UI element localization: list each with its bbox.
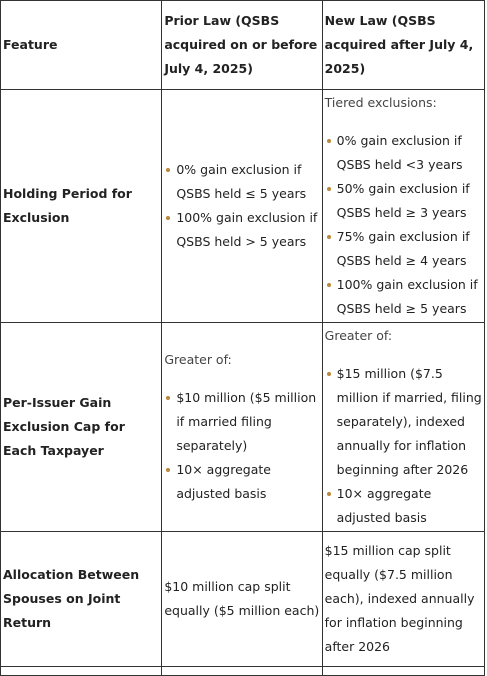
empty-cell: [0, 666, 163, 676]
list-item: $15 million ($7.5 million if married, fi…: [325, 362, 484, 482]
feature-label: Allocation Between Spouses on Joint Retu…: [3, 567, 140, 630]
empty-cell: [321, 666, 486, 676]
header-new-law-label: New Law (QSBS acquired after July 4, 202…: [324, 13, 474, 76]
list-item: 10× aggregate adjusted basis: [325, 482, 484, 530]
bullet-list: $10 million ($5 million if married filin…: [164, 386, 321, 506]
prior-law-cell: Greater of: $10 million ($5 million if m…: [161, 322, 323, 532]
cell-intro: Greater of:: [164, 352, 232, 367]
list-item: 0% gain exclusion if QSBS held <3 years: [325, 129, 484, 177]
table-row: Holding Period for Exclusion 0% gain exc…: [0, 89, 486, 323]
prior-law-cell: 0% gain exclusion if QSBS held ≤ 5 years…: [161, 89, 323, 323]
cell-intro: Greater of:: [324, 328, 393, 343]
list-item: 50% gain exclusion if QSBS held ≥ 3 year…: [325, 177, 484, 225]
list-item: $10 million ($5 million if married filin…: [164, 386, 321, 458]
header-prior-law: Prior Law (QSBS acquired on or before Ju…: [161, 0, 323, 90]
new-law-cell: Tiered exclusions: 0% gain exclusion if …: [321, 89, 486, 323]
feature-cell: Allocation Between Spouses on Joint Retu…: [0, 531, 163, 667]
header-row: Feature Prior Law (QSBS acquired on or b…: [0, 0, 486, 90]
feature-cell: Holding Period for Exclusion: [0, 89, 163, 323]
new-law-cell: $15 million cap split equally ($7.5 mill…: [321, 531, 486, 667]
feature-label: Holding Period for Exclusion: [3, 186, 132, 225]
list-item: 100% gain exclusion if QSBS held ≥ 5 yea…: [325, 273, 484, 321]
bullet-list: 0% gain exclusion if QSBS held <3 years …: [325, 129, 484, 321]
header-new-law: New Law (QSBS acquired after July 4, 202…: [321, 0, 486, 90]
list-item: 100% gain exclusion if QSBS held > 5 yea…: [164, 206, 321, 254]
table-row-cut: [0, 666, 486, 676]
header-feature-label: Feature: [3, 37, 58, 52]
list-item: 75% gain exclusion if QSBS held ≥ 4 year…: [325, 225, 484, 273]
feature-cell: Per-Issuer Gain Exclusion Cap for Each T…: [0, 322, 163, 532]
table-row: Allocation Between Spouses on Joint Retu…: [0, 531, 486, 667]
feature-label: Per-Issuer Gain Exclusion Cap for Each T…: [3, 395, 125, 458]
header-prior-law-label: Prior Law (QSBS acquired on or before Ju…: [164, 13, 318, 76]
cell-text: $15 million cap split equally ($7.5 mill…: [324, 543, 475, 654]
header-feature: Feature: [0, 0, 163, 90]
table-row: Per-Issuer Gain Exclusion Cap for Each T…: [0, 322, 486, 532]
prior-law-cell: $10 million cap split equally ($5 millio…: [161, 531, 323, 667]
list-item: 10× aggregate adjusted basis: [164, 458, 321, 506]
empty-cell: [161, 666, 323, 676]
bullet-list: $15 million ($7.5 million if married, fi…: [325, 362, 484, 530]
new-law-cell: Greater of: $15 million ($7.5 million if…: [321, 322, 486, 532]
cell-text: $10 million cap split equally ($5 millio…: [164, 579, 320, 618]
bullet-list: 0% gain exclusion if QSBS held ≤ 5 years…: [164, 158, 321, 254]
list-item: 0% gain exclusion if QSBS held ≤ 5 years: [164, 158, 321, 206]
cell-intro: Tiered exclusions:: [324, 95, 437, 110]
